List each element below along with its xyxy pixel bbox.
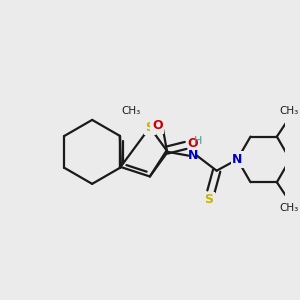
Text: CH₃: CH₃ bbox=[280, 106, 299, 116]
Text: CH₃: CH₃ bbox=[121, 106, 140, 116]
Text: H: H bbox=[194, 136, 202, 146]
Text: CH₃: CH₃ bbox=[280, 203, 299, 213]
Text: O: O bbox=[188, 137, 198, 150]
Text: N: N bbox=[232, 153, 242, 166]
Text: N: N bbox=[188, 149, 198, 162]
Text: S: S bbox=[205, 194, 214, 206]
Text: S: S bbox=[146, 121, 154, 134]
Text: O: O bbox=[152, 119, 163, 132]
